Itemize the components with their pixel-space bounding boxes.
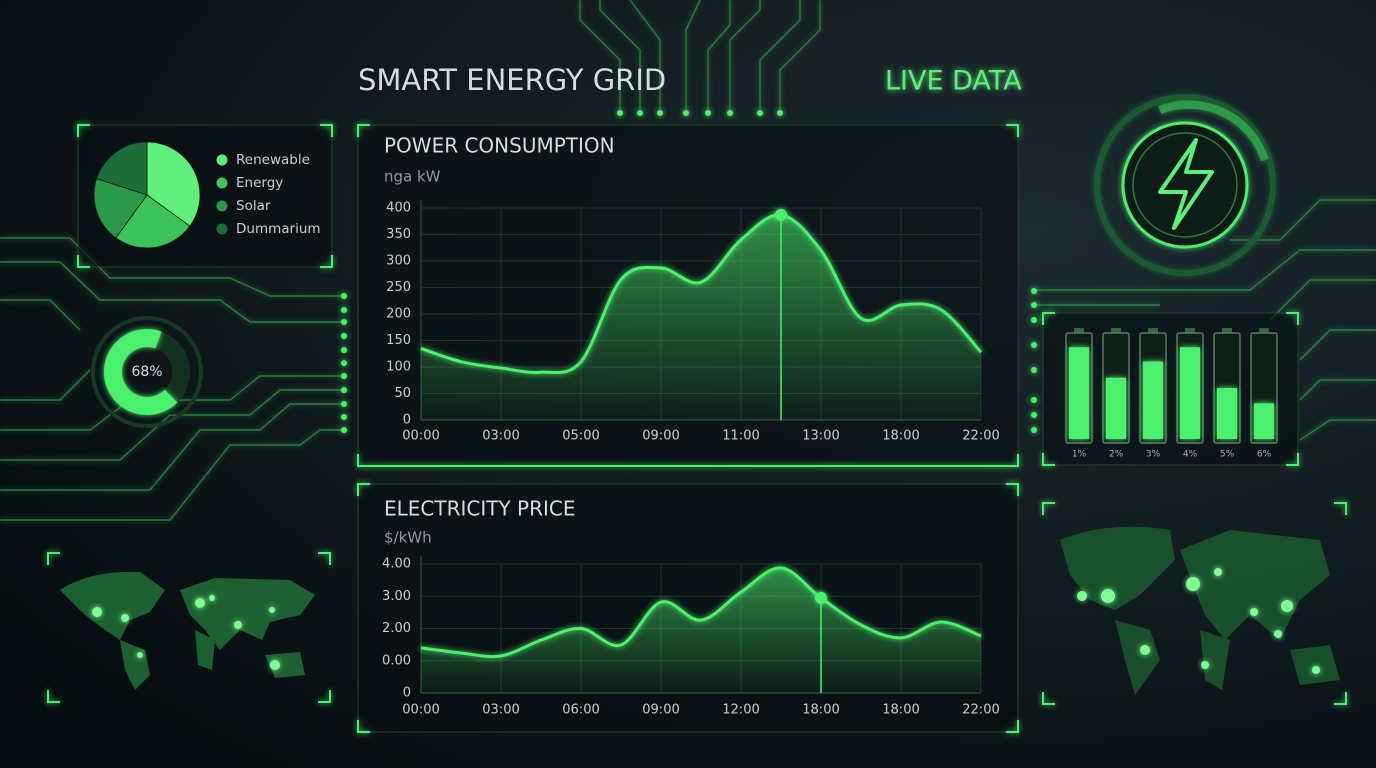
x-tick-label: 03:00 [482,429,519,444]
price-panel [357,483,1019,733]
world-map-left [60,571,315,690]
legend-swatch [216,177,228,189]
chart-subtitle: $/kWh [384,529,432,547]
battery-level [1180,347,1200,439]
legend-swatch [216,200,228,212]
gauge-label: 68% [131,364,162,380]
battery-label: 3% [1146,450,1161,460]
circuit-lines [0,0,1376,521]
pie-slice [96,141,148,196]
x-tick-label: 22:00 [962,429,999,444]
pie-slice [115,194,191,249]
line [420,213,983,375]
y-tick-label: 150 [386,333,411,348]
y-tick-label: 250 [386,280,411,295]
legend-label: Renewable [236,152,310,168]
area-fill [421,567,981,693]
battery-cap [1222,328,1232,333]
battery-label: 2% [1109,450,1124,460]
world-map-right [1060,526,1340,695]
live-status: LIVE DATA [885,66,1022,97]
battery-level [1106,377,1126,439]
panel-corners [47,124,1347,733]
battery-label: 6% [1257,450,1272,460]
y-tick-label: 0.00 [382,653,411,668]
battery-label: 4% [1183,450,1198,460]
battery-level [1254,403,1274,439]
x-tick-label: 05:00 [562,429,599,444]
y-tick-label: 100 [386,360,411,375]
battery-level [1069,347,1089,439]
y-tick-label: 350 [386,227,411,242]
x-tick-label: 00:00 [402,703,439,718]
legend-label: Dummarium [236,221,321,237]
y-tick-label: 2.00 [382,621,411,636]
y-tick-label: 300 [386,254,411,269]
y-tick-label: 50 [394,386,411,401]
legend-label: Energy [236,175,283,191]
x-tick-label: 09:00 [642,703,679,718]
battery-label: 1% [1072,450,1087,460]
chart-title: ELECTRICITY PRICE [384,497,576,521]
x-tick-label: 18:00 [882,703,919,718]
battery-level [1217,388,1237,439]
y-tick-label: 3.00 [382,589,411,604]
pie-slice [146,141,201,227]
highlight-point [775,208,787,221]
x-tick-label: 22:00 [962,703,999,718]
x-tick-label: 03:00 [482,703,519,718]
battery-cap [1185,328,1195,333]
pie-slice [93,178,148,239]
battery-cap [1148,328,1158,333]
x-tick-label: 18:00 [882,429,919,444]
x-tick-label: 06:00 [562,703,599,718]
x-tick-label: 12:00 [722,703,759,718]
energy-emblem [1094,94,1276,276]
y-tick-label: 4.00 [382,557,411,572]
x-tick-label: 11:00 [722,429,759,444]
x-tick-label: 18:00 [802,703,839,718]
battery-cap [1259,328,1269,333]
area-fill [421,214,981,420]
legend-swatch [216,223,228,235]
gauge-track [91,316,203,428]
y-tick-label: 200 [386,307,411,322]
line [420,566,982,659]
x-tick-label: 00:00 [402,429,439,444]
chart-title: POWER CONSUMPTION [384,134,615,158]
highlight-point [815,591,827,604]
y-tick-label: 400 [386,201,411,216]
chart-subtitle: nga kW [384,168,441,186]
battery-cap [1074,328,1084,333]
y-tick-label: 0 [403,686,411,701]
y-tick-label: 0 [403,413,411,428]
x-tick-label: 09:00 [642,429,679,444]
dashboard-title: SMART ENERGY GRID [358,63,666,97]
battery-cap [1111,328,1121,333]
battery-label: 5% [1220,450,1235,460]
legend-swatch [216,154,228,166]
x-tick-label: 13:00 [802,429,839,444]
legend-label: Solar [236,198,271,214]
battery-level [1143,361,1163,439]
gauge-arc [104,329,190,415]
